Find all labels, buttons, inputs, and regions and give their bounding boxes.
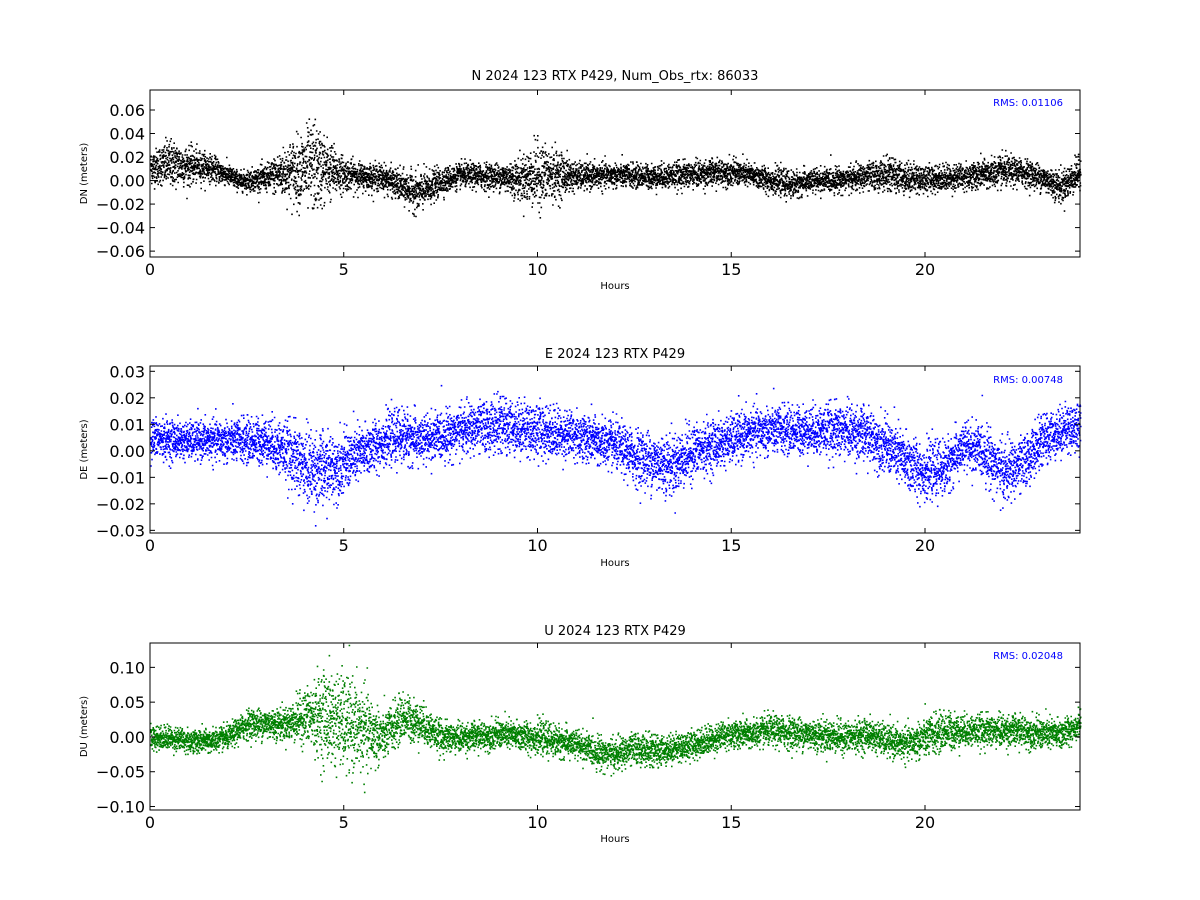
up-y-axis-label: DU (meters) (79, 696, 90, 757)
east-x-tick-label: 20 (915, 536, 935, 555)
east-y-tick-label: −0.03 (96, 521, 145, 540)
east-title: E 2024 123 RTX P429 (545, 347, 685, 362)
north-y-tick-label: 0.00 (109, 172, 145, 191)
north-panel: N 2024 123 RTX P429, Num_Obs_rtx: 86033 … (79, 69, 1082, 292)
up-y-tick-label: 0.00 (109, 728, 145, 747)
up-y-ticks: −0.10 −0.05 0.00 0.05 0.10 (96, 658, 1080, 817)
up-plot-frame (149, 642, 1081, 811)
north-x-ticks: 0 5 10 15 20 (145, 90, 935, 279)
up-rms-label: RMS: 0.02048 (993, 651, 1063, 662)
north-plot-frame (149, 89, 1081, 258)
up-x-tick-label: 15 (721, 813, 741, 832)
east-scatter-points (150, 384, 1082, 527)
north-x-tick-label: 20 (915, 260, 935, 279)
up-x-tick-label: 10 (527, 813, 547, 832)
up-x-ticks: 0 5 10 15 20 (145, 643, 935, 832)
east-y-tick-label: 0.02 (109, 389, 145, 408)
up-y-tick-label: 0.10 (109, 658, 145, 677)
north-x-tick-label: 15 (721, 260, 741, 279)
east-x-tick-label: 5 (339, 536, 349, 555)
east-rms-label: RMS: 0.00748 (993, 375, 1063, 386)
up-x-tick-label: 0 (145, 813, 155, 832)
north-y-tick-label: 0.04 (109, 125, 145, 144)
north-y-tick-label: −0.06 (96, 242, 145, 261)
north-x-axis-label: Hours (600, 281, 629, 292)
up-title: U 2024 123 RTX P429 (544, 624, 686, 639)
east-y-axis-label: DE (meters) (79, 419, 90, 479)
east-panel: E 2024 123 RTX P429 0 5 10 15 20 −0.03−0.02−… (79, 347, 1082, 569)
east-y-tick-label: 0.01 (109, 415, 145, 434)
north-x-tick-label: 5 (339, 260, 349, 279)
up-scatter-points (150, 644, 1082, 794)
east-x-tick-label: 10 (527, 536, 547, 555)
up-x-tick-label: 5 (339, 813, 349, 832)
east-x-axis-label: Hours (600, 558, 629, 569)
north-y-tick-label: −0.04 (96, 219, 145, 238)
up-x-tick-label: 20 (915, 813, 935, 832)
north-data-points (150, 118, 1082, 219)
up-x-axis-label: Hours (600, 834, 629, 845)
north-x-tick-label: 0 (145, 260, 155, 279)
east-data-points (150, 384, 1082, 527)
east-y-tick-label: 0.00 (109, 442, 145, 461)
north-y-axis-label: DN (meters) (79, 143, 90, 205)
east-y-tick-label: −0.02 (96, 495, 145, 514)
up-data-points (150, 644, 1082, 794)
east-y-tick-label: 0.03 (109, 362, 145, 381)
up-y-tick-label: 0.05 (109, 693, 145, 712)
east-x-ticks: 0 5 10 15 20 (145, 366, 935, 555)
east-y-ticks: −0.03 −0.02 −0.01 0.00 0.01 0.02 0.03 (96, 362, 1080, 540)
east-plot-frame (149, 365, 1081, 534)
north-y-ticks: −0.06 −0.04 −0.02 0.00 0.02 0.04 0.06 (96, 101, 1080, 261)
north-scatter-points (150, 118, 1082, 219)
up-panel: U 2024 123 RTX P429 0 5 10 15 20 −0.10−0.050… (79, 624, 1082, 845)
east-x-tick-label: 0 (145, 536, 155, 555)
north-y-tick-label: 0.06 (109, 101, 145, 120)
north-rms-label: RMS: 0.01106 (993, 98, 1063, 109)
east-y-tick-label: −0.01 (96, 468, 145, 487)
north-x-tick-label: 10 (527, 260, 547, 279)
north-y-tick-label: −0.02 (96, 195, 145, 214)
east-x-tick-label: 15 (721, 536, 741, 555)
north-y-tick-label: 0.02 (109, 148, 145, 167)
up-y-tick-label: −0.05 (96, 763, 145, 782)
up-y-tick-label: −0.10 (96, 798, 145, 817)
north-title: N 2024 123 RTX P429, Num_Obs_rtx: 86033 (472, 69, 759, 84)
